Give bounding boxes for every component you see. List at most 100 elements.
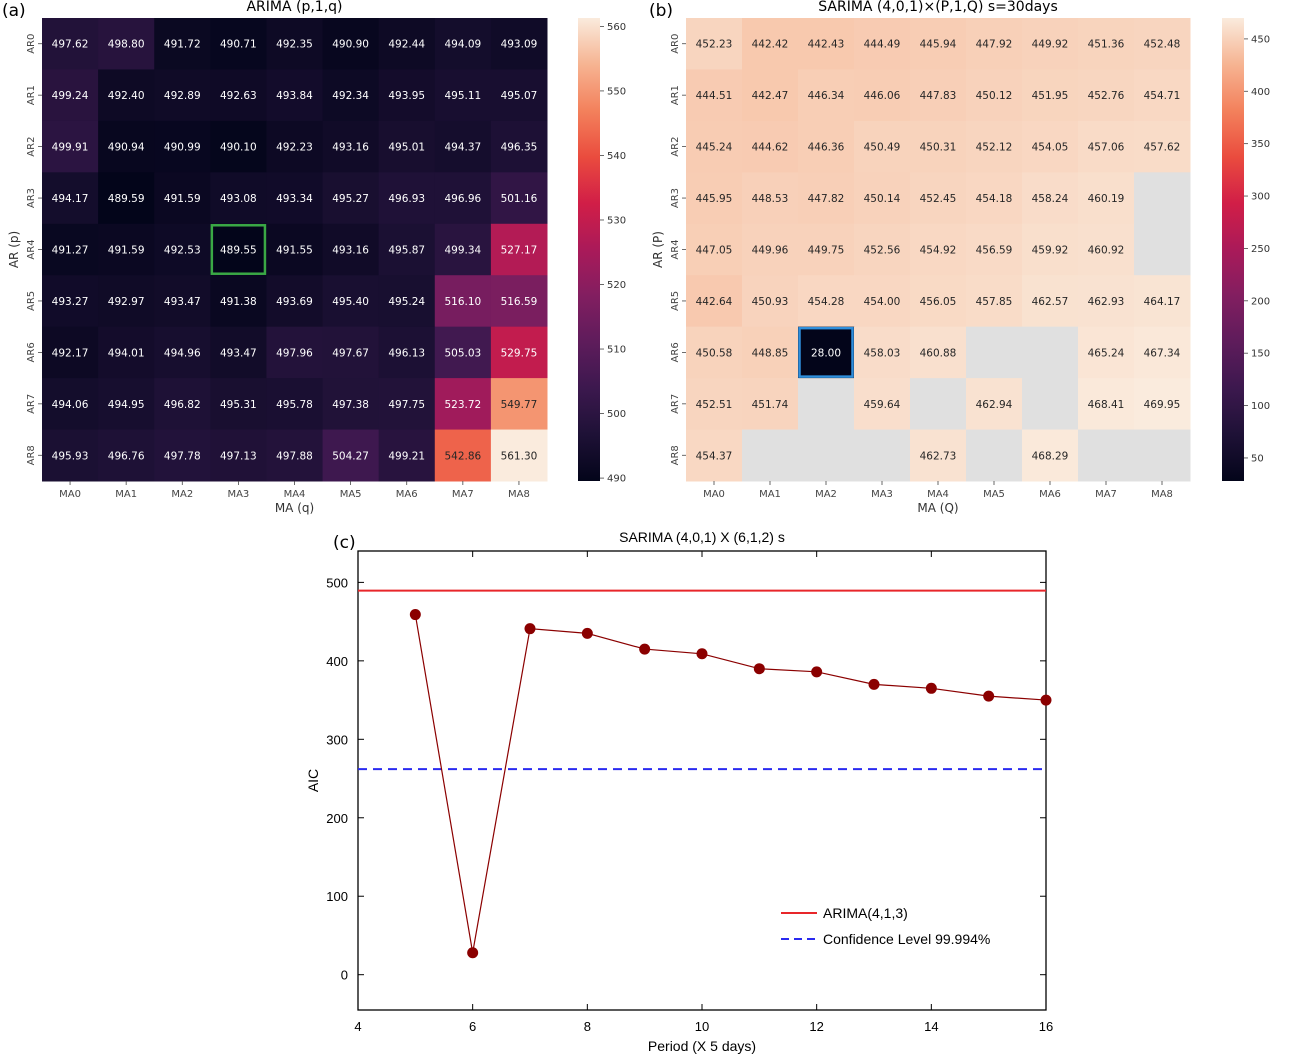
heatmap-panel-1: (b) SARIMA (4,0,1)×(P,1,Q) s=30days 452.23… bbox=[649, 0, 1270, 515]
heatmap-cell bbox=[42, 120, 99, 173]
heatmap-cell bbox=[434, 223, 492, 276]
heatmap-cell bbox=[322, 275, 380, 328]
heatmap-cell-label: 497.62 bbox=[52, 39, 89, 51]
heatmap-cell-label: 458.03 bbox=[864, 347, 901, 359]
aic-data-point bbox=[1040, 694, 1052, 706]
heatmap-title: SARIMA (4,0,1)×(P,1,Q) s=30days bbox=[818, 0, 1058, 15]
heatmap-cell-label: 561.30 bbox=[501, 450, 538, 462]
y-tick-label: AR5 bbox=[26, 291, 37, 311]
heatmap-cell bbox=[742, 223, 799, 276]
heatmap-cell bbox=[322, 378, 380, 431]
heatmap-cell-missing bbox=[1134, 429, 1191, 482]
heatmap-cell bbox=[966, 172, 1023, 225]
heatmap-cell bbox=[210, 18, 267, 70]
x-axis-label: Period (X 5 days) bbox=[648, 1038, 756, 1054]
heatmap-cell-label: 492.44 bbox=[388, 39, 425, 51]
y-tick-label: AR7 bbox=[670, 394, 681, 414]
heatmap-cell-label: 493.16 bbox=[332, 245, 369, 257]
heatmap-cell-label: 497.38 bbox=[332, 399, 369, 411]
heatmap-cell-label: 491.59 bbox=[164, 193, 201, 205]
heatmap-cell bbox=[266, 69, 324, 122]
colorbar bbox=[578, 18, 600, 481]
heatmap-cell bbox=[742, 275, 799, 328]
heatmap-cell-label: 497.78 bbox=[164, 450, 201, 462]
heatmap-cell-label: 497.88 bbox=[276, 450, 313, 462]
heatmap-cell-label: 447.82 bbox=[808, 193, 845, 205]
heatmap-cell bbox=[154, 223, 211, 276]
heatmap-cell-label: 465.24 bbox=[1088, 347, 1125, 359]
heatmap-cell bbox=[1022, 223, 1079, 276]
heatmap-cell-label: 460.19 bbox=[1088, 193, 1125, 205]
heatmap-cell-label: 492.63 bbox=[220, 90, 257, 102]
x-tick-label: 12 bbox=[809, 1019, 823, 1034]
heatmap-cell-label: 450.49 bbox=[864, 142, 901, 154]
heatmap-cell-label: 452.51 bbox=[696, 399, 733, 411]
heatmap-cell-label: 496.13 bbox=[388, 347, 425, 359]
heatmap-cell bbox=[378, 326, 436, 379]
heatmap-cell-label: 499.91 bbox=[52, 142, 89, 154]
heatmap-cell bbox=[686, 18, 743, 70]
heatmap-cell-label: 451.95 bbox=[1032, 90, 1069, 102]
heatmap-cell-label: 445.24 bbox=[696, 142, 733, 154]
heatmap-cell bbox=[490, 69, 548, 122]
colorbar-tick-label: 530 bbox=[607, 215, 626, 226]
heatmap-cell bbox=[42, 18, 99, 70]
heatmap-cell-label: 459.92 bbox=[1032, 245, 1069, 257]
heatmap-cell-label: 452.56 bbox=[864, 245, 901, 257]
heatmap-cell-label: 496.35 bbox=[501, 142, 538, 154]
aic-data-point bbox=[409, 609, 421, 621]
heatmap-cell-label: 504.27 bbox=[332, 450, 369, 462]
heatmap-cell-label: 490.71 bbox=[220, 39, 257, 51]
heatmap-cell-label: 494.06 bbox=[52, 399, 89, 411]
heatmap-cell-label: 516.10 bbox=[444, 296, 481, 308]
y-tick-label: 300 bbox=[326, 732, 348, 747]
heatmap-cell-missing bbox=[1134, 223, 1191, 276]
heatmap-cell-label: 446.06 bbox=[864, 90, 901, 102]
heatmap-cell-label: 446.34 bbox=[808, 90, 845, 102]
y-tick-label: AR4 bbox=[26, 239, 37, 259]
heatmap-cell-missing bbox=[742, 429, 799, 482]
heatmap-cell-label: 452.48 bbox=[1144, 39, 1181, 51]
heatmap-cell-label: 459.64 bbox=[864, 399, 901, 411]
heatmap-cell-label: 493.95 bbox=[388, 90, 425, 102]
heatmap-cell bbox=[266, 18, 324, 70]
heatmap-cell bbox=[154, 120, 211, 173]
heatmap-panel-0: (a) ARIMA (p,1,q) 497.62 498.80 491.72 490.71… bbox=[2, 0, 626, 515]
y-tick-label: AR3 bbox=[26, 188, 37, 208]
heatmap-cell-label: 462.94 bbox=[976, 399, 1013, 411]
heatmap-cell bbox=[910, 172, 967, 225]
y-tick-label: 0 bbox=[341, 968, 348, 983]
heatmap-cell-label: 449.75 bbox=[808, 245, 845, 257]
heatmap-cell-label: 492.23 bbox=[276, 142, 313, 154]
heatmap-cell bbox=[154, 18, 211, 70]
colorbar-tick-label: 450 bbox=[1251, 34, 1270, 45]
heatmap-cell-label: 457.62 bbox=[1144, 142, 1181, 154]
heatmap-cell bbox=[798, 120, 855, 173]
x-tick-label: MA5 bbox=[340, 489, 362, 500]
y-tick-label: 400 bbox=[326, 654, 348, 669]
heatmap-cell-label: 447.92 bbox=[976, 39, 1013, 51]
x-tick-label: MA7 bbox=[452, 489, 474, 500]
heatmap-cell-label: 490.10 bbox=[220, 142, 257, 154]
x-axis-label: MA (q) bbox=[275, 501, 314, 515]
y-tick-label: 200 bbox=[326, 811, 348, 826]
heatmap-cell-label: 549.77 bbox=[501, 399, 538, 411]
heatmap-cell-label: 516.59 bbox=[501, 296, 538, 308]
heatmap-cell-label: 447.83 bbox=[920, 90, 957, 102]
heatmap-cell-label: 442.43 bbox=[808, 39, 845, 51]
highlight-box bbox=[798, 326, 854, 378]
heatmap-cell-label: 492.97 bbox=[108, 296, 145, 308]
heatmap-cell bbox=[854, 18, 911, 70]
heatmap-cell-label: 442.64 bbox=[696, 296, 733, 308]
heatmap-cell-label: 499.34 bbox=[444, 245, 481, 257]
heatmap-cell bbox=[42, 223, 99, 276]
heatmap-cell bbox=[210, 326, 267, 379]
heatmap-cell bbox=[434, 275, 492, 328]
heatmap-cell-label: 467.34 bbox=[1144, 347, 1181, 359]
aic-data-point bbox=[467, 947, 479, 959]
heatmap-cell bbox=[1134, 69, 1191, 122]
heatmap-cell-label: 452.23 bbox=[696, 39, 733, 51]
heatmap-cell-label: 444.49 bbox=[864, 39, 901, 51]
x-tick-label: MA4 bbox=[284, 489, 306, 500]
heatmap-cell bbox=[42, 172, 99, 225]
